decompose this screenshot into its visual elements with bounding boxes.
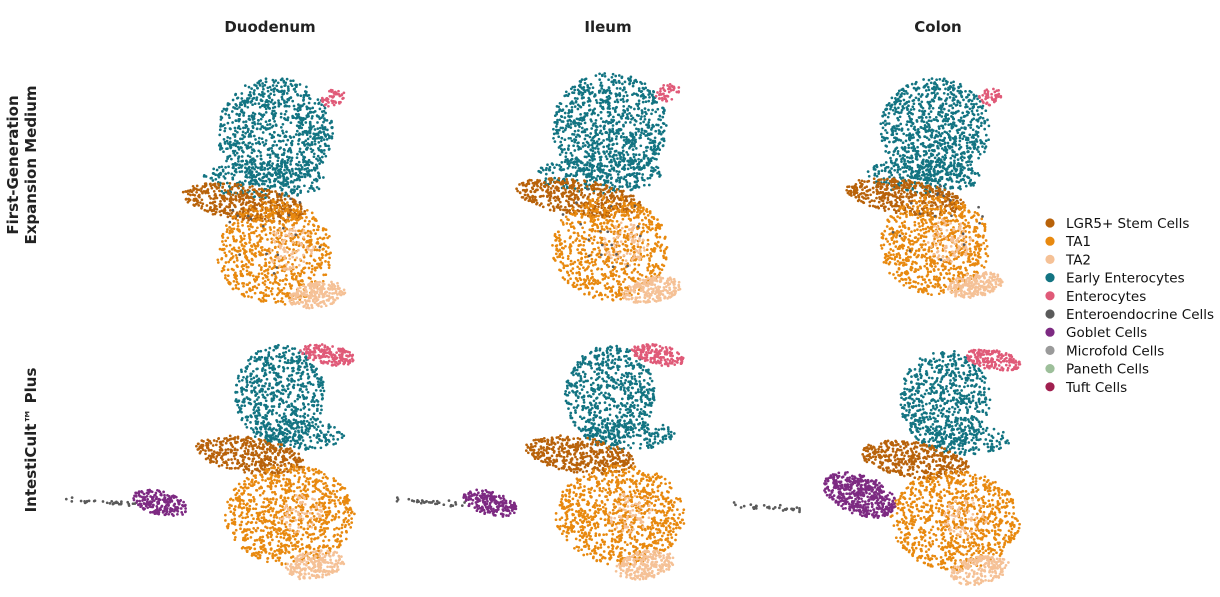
umap-panel-top-ileum <box>515 72 682 304</box>
legend-marker-ta1 <box>1045 236 1055 246</box>
legend-marker-enterocytes <box>1045 291 1055 301</box>
legend: LGR5+ Stem Cells TA1 TA2 Early Enterocytes E… <box>1045 216 1214 396</box>
legend-label-lgr5-stem-cells: LGR5+ Stem Cells <box>1066 216 1189 232</box>
column-title-duodenum: Duodenum <box>224 18 315 36</box>
umap-panel-top-colon <box>845 77 1004 299</box>
row-title-first-generation-line2: Expansion Medium <box>22 85 40 244</box>
umap-panel-top-duodenum <box>181 77 347 310</box>
legend-marker-early-enterocytes <box>1045 273 1055 283</box>
umap-panel-bottom-colon <box>732 348 1022 587</box>
row-title-first-generation-line1: First-Generation <box>4 95 22 234</box>
legend-marker-enteroendocrine-cells <box>1045 309 1055 319</box>
umap-panel-bottom-duodenum <box>64 343 356 581</box>
legend-label-tuft-cells: Tuft Cells <box>1065 380 1127 396</box>
legend-marker-ta2 <box>1045 254 1055 264</box>
legend-marker-lgr5-stem-cells <box>1045 218 1055 228</box>
legend-label-ta2: TA2 <box>1065 252 1091 268</box>
scatter-panels <box>64 72 1022 587</box>
legend-label-early-enterocytes: Early Enterocytes <box>1066 271 1185 287</box>
legend-marker-goblet-cells <box>1045 327 1055 337</box>
column-title-ileum: Ileum <box>584 18 631 36</box>
legend-marker-tuft-cells <box>1045 382 1055 392</box>
legend-label-enterocytes: Enterocytes <box>1066 289 1146 305</box>
legend-label-goblet-cells: Goblet Cells <box>1066 325 1147 341</box>
legend-label-microfold-cells: Microfold Cells <box>1066 343 1164 359</box>
row-title-intesticult-plus: IntestiCult™ Plus <box>22 368 40 513</box>
legend-label-enteroendocrine-cells: Enteroendocrine Cells <box>1066 307 1214 323</box>
legend-marker-microfold-cells <box>1045 345 1055 355</box>
column-title-colon: Colon <box>914 18 961 36</box>
legend-label-paneth-cells: Paneth Cells <box>1066 362 1149 378</box>
umap-panel-bottom-ileum <box>395 342 686 581</box>
legend-marker-paneth-cells <box>1045 364 1055 374</box>
legend-label-ta1: TA1 <box>1065 234 1091 250</box>
